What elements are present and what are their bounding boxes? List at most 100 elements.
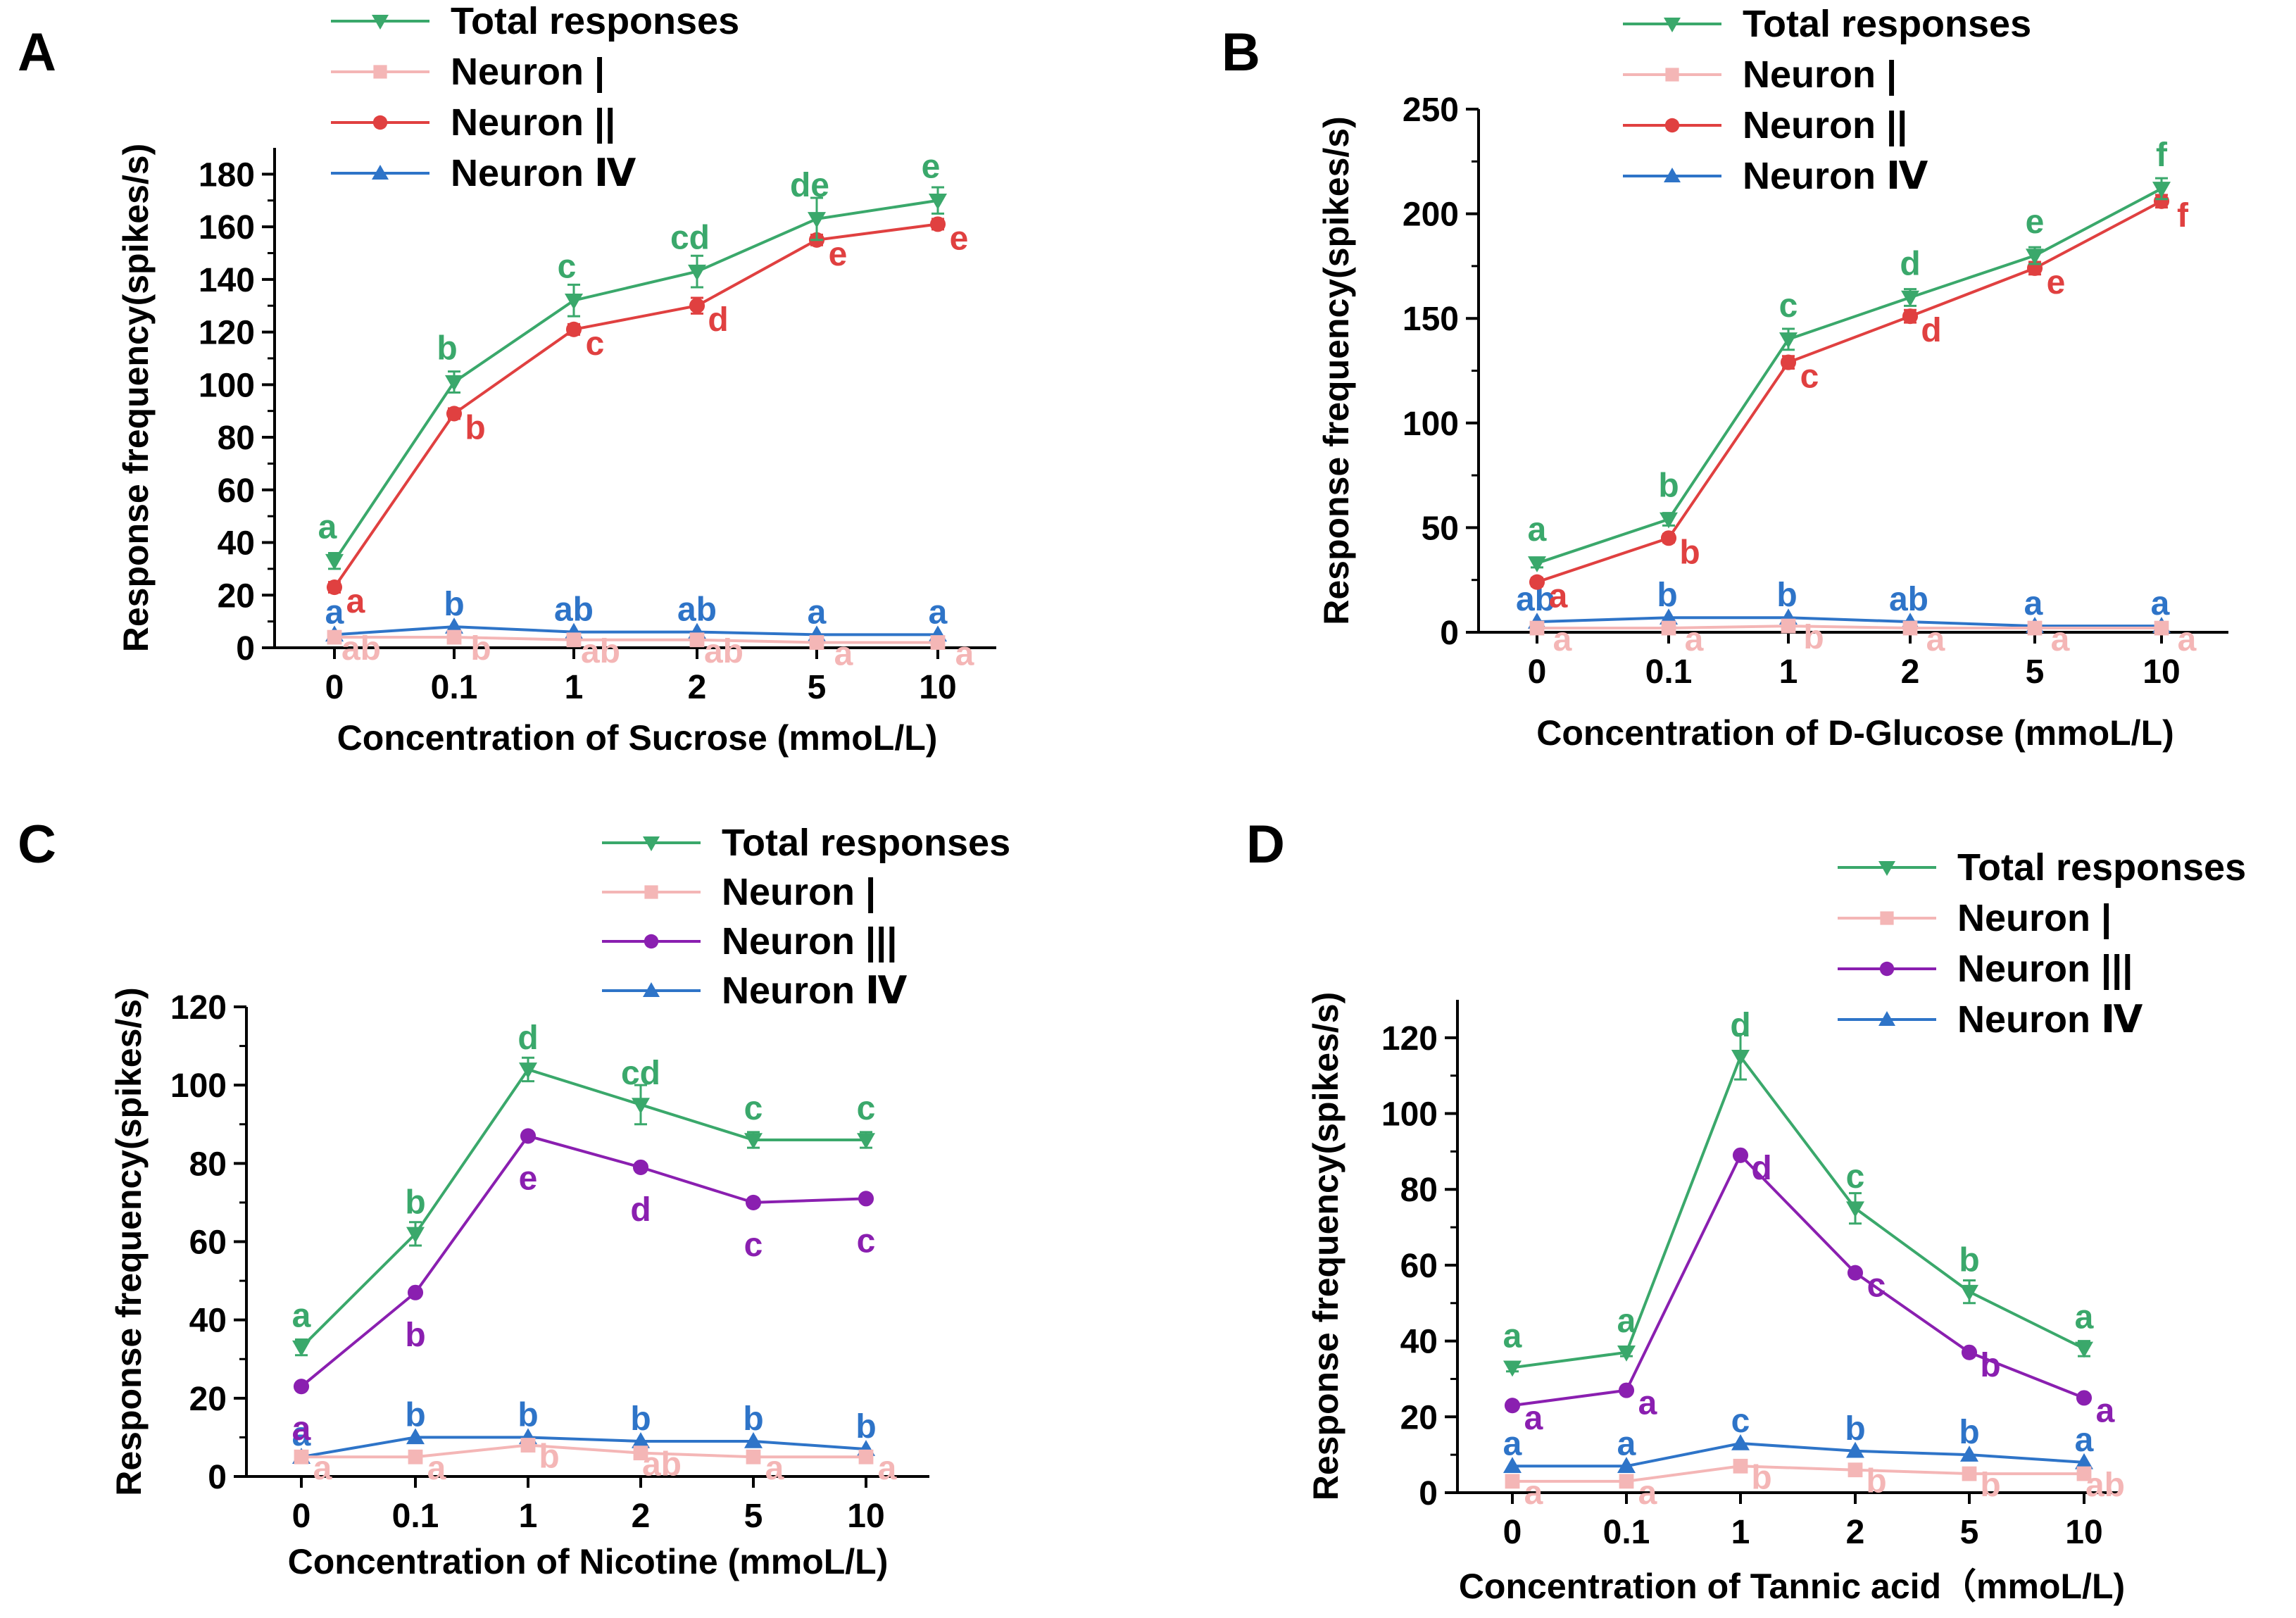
data-point: [327, 629, 342, 645]
significance-letter: b: [1845, 1410, 1865, 1448]
data-point: [1901, 290, 1919, 307]
legend: Total responses Neuron | Neuron ||| Neuron …: [1838, 846, 2246, 1041]
y-tick-label: 20: [1400, 1399, 1438, 1436]
y-tick-label: 60: [1400, 1248, 1438, 1285]
y-tick-label: 80: [218, 420, 255, 457]
series-line: [300, 1134, 867, 1388]
data-point: [1529, 574, 1545, 590]
data-point: [1902, 308, 1919, 325]
legend-marker: [1664, 118, 1680, 133]
series-neuron4: a b ab ab a a: [325, 586, 948, 642]
data-point: [445, 617, 463, 634]
legend-marker: [372, 115, 388, 130]
data-point: [929, 216, 946, 232]
significance-letter: b: [437, 330, 457, 368]
x-axis-title: Concentration of Sucrose (mmoL/L): [337, 718, 938, 758]
significance-letter: b: [470, 630, 491, 667]
significance-letter: ab: [704, 633, 744, 670]
legend-label: Neuron |||: [1957, 948, 2133, 991]
significance-letter: a: [292, 1410, 311, 1448]
significance-letter: a: [1528, 511, 1547, 548]
x-tick-label: 2: [1846, 1514, 1865, 1551]
data-point: [1960, 1445, 1978, 1462]
data-point: [1731, 1050, 1750, 1066]
data-point: [858, 1191, 874, 1207]
data-point: [746, 1449, 761, 1465]
significance-letter: d: [630, 1191, 651, 1229]
significance-letter: a: [765, 1450, 784, 1487]
significance-letter: b: [405, 1317, 425, 1354]
legend-label: Neuron Ⅳ: [1743, 155, 1928, 197]
data-point: [1529, 620, 1545, 636]
y-tick-label: 40: [1400, 1324, 1438, 1361]
legend-label: Neuron ||: [1743, 104, 1907, 147]
data-point: [1846, 1201, 1864, 1218]
series-line: [1512, 1053, 2085, 1369]
data-point: [446, 629, 462, 645]
y-tick-label: 100: [170, 1067, 227, 1105]
legend: Total responses Neuron | Neuron || Neuron Ⅳ: [331, 0, 739, 194]
data-point: [1962, 1466, 1977, 1481]
significance-letter: a: [808, 594, 827, 631]
significance-letter: b: [405, 1396, 425, 1434]
panel-letter: D: [1246, 815, 1285, 874]
data-point: [1961, 1344, 1978, 1360]
significance-letter: a: [1617, 1425, 1636, 1462]
significance-letter: a: [1553, 621, 1572, 658]
data-point: [1660, 530, 1677, 546]
y-tick-label: 80: [1400, 1172, 1438, 1209]
series-line: [301, 1436, 867, 1459]
significance-letter: a: [1503, 1317, 1522, 1355]
y-tick-label: 0: [1419, 1475, 1438, 1512]
data-point: [1660, 608, 1678, 625]
data-point: [1504, 1398, 1521, 1414]
data-point: [745, 1194, 762, 1210]
significance-letter: a: [834, 636, 853, 673]
series-line: [334, 625, 938, 636]
y-tick-label: 100: [1381, 1096, 1438, 1134]
significance-letter: ab: [677, 591, 717, 629]
significance-letter: ab: [642, 1446, 682, 1484]
legend-marker: [1664, 18, 1681, 32]
significance-letter: e: [950, 220, 969, 257]
significance-letter: d: [1730, 1007, 1750, 1044]
x-tick-label: 0: [1528, 653, 1547, 691]
significance-letter: ab: [341, 630, 381, 667]
y-tick-label: 250: [1403, 92, 1459, 129]
data-point: [1732, 1147, 1749, 1163]
y-tick-label: 20: [189, 1381, 227, 1418]
x-tick-label: 5: [2026, 653, 2045, 691]
series-neuron1: ab b ab ab a a: [327, 629, 974, 673]
significance-letter: cd: [670, 220, 710, 257]
significance-letter: a: [1617, 1303, 1636, 1340]
significance-letter: b: [630, 1400, 651, 1438]
x-tick-label: 2: [688, 669, 707, 706]
significance-letter: e: [829, 236, 848, 273]
significance-letter: b: [405, 1184, 425, 1221]
x-tick-label: 0.1: [392, 1498, 439, 1535]
y-tick-label: 40: [218, 525, 255, 563]
significance-letter: b: [1751, 1459, 1771, 1496]
significance-letter: b: [539, 1438, 559, 1476]
data-point: [1661, 620, 1676, 636]
significance-letter: a: [2024, 585, 2043, 622]
series-line: [333, 222, 939, 589]
series-neuron4: a ac b b a: [1503, 1403, 2094, 1474]
data-point: [808, 212, 826, 228]
legend-marker: [373, 65, 387, 79]
data-point: [1619, 1474, 1634, 1489]
series-neuron1: a a b b b ab: [1505, 1458, 2125, 1512]
x-tick-label: 0.1: [431, 669, 478, 706]
significance-letter: a: [1638, 1474, 1657, 1512]
panel-letter: C: [18, 815, 56, 874]
data-point: [1617, 1457, 1636, 1474]
legend-label: Neuron |: [1743, 54, 1897, 96]
significance-letter: ab: [581, 633, 620, 670]
legend-marker: [1879, 961, 1895, 977]
significance-letter: b: [1657, 577, 1677, 614]
x-tick-label: 1: [565, 669, 584, 706]
significance-letter: a: [292, 1298, 311, 1335]
